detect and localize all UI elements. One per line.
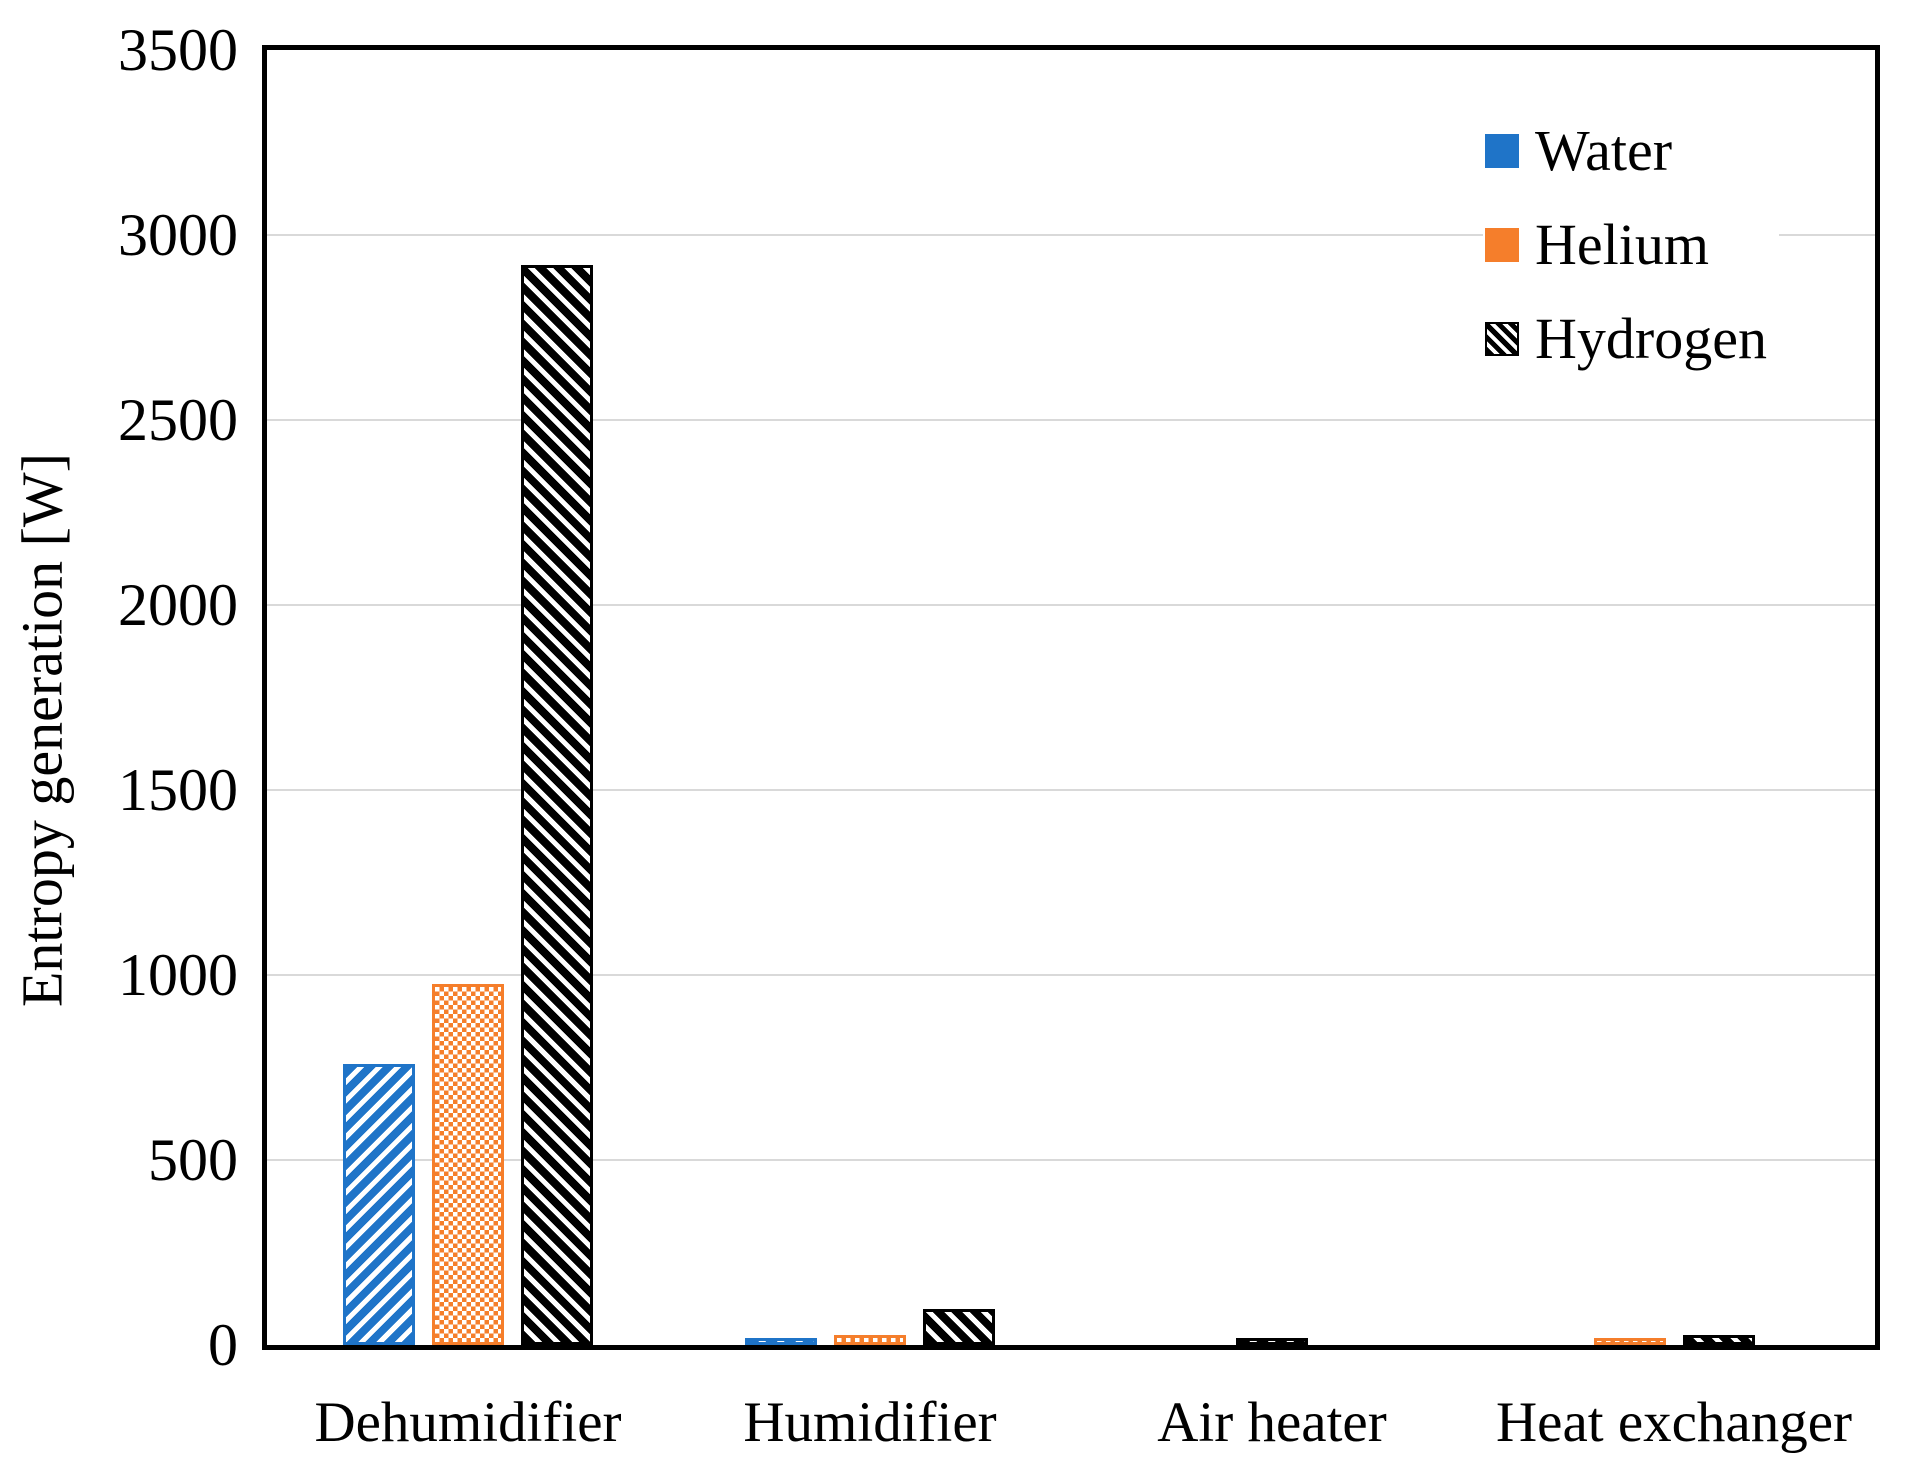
- bar-hydrogen: [1682, 1335, 1755, 1345]
- y-tick-label: 3000: [118, 202, 238, 268]
- category-group-humidifier: [669, 50, 1071, 1345]
- legend-item-helium: Helium: [1485, 216, 1767, 274]
- legend-label: Hydrogen: [1535, 306, 1767, 371]
- y-tick-label: 0: [208, 1312, 238, 1378]
- gridline: [267, 419, 1875, 421]
- legend-label: Helium: [1535, 212, 1709, 277]
- y-tick-label: 2500: [118, 387, 238, 453]
- x-axis-label: Heat exchanger: [1495, 1391, 1853, 1454]
- y-axis-title: Entropy generation [W]: [9, 452, 75, 1008]
- x-axis-label: Dehumidifier: [314, 1391, 622, 1454]
- bar-helium: [432, 984, 504, 1345]
- bar-water: [343, 1064, 415, 1345]
- legend-item-water: Water: [1485, 122, 1767, 180]
- category-group-heat-exchanger: [1473, 50, 1875, 1345]
- legend-swatch-icon: [1485, 228, 1519, 262]
- x-axis-label: Air heater: [1157, 1391, 1387, 1454]
- bar-hydrogen: [521, 265, 593, 1345]
- x-axis-label: Humidifier: [743, 1391, 997, 1454]
- gridline: [267, 604, 1875, 606]
- gridline: [267, 1159, 1875, 1161]
- bar-hydrogen: [1236, 1338, 1308, 1345]
- legend: Water Helium Hydrogen: [1483, 116, 1779, 404]
- y-tick-label: 1500: [118, 757, 238, 823]
- category-group-dehumidifier: [267, 50, 669, 1345]
- y-tick-label: 2000: [118, 572, 238, 638]
- legend-label: Water: [1535, 118, 1673, 183]
- bar-hydrogen: [923, 1309, 995, 1345]
- gridline: [267, 234, 1875, 236]
- bar-helium: [1593, 1338, 1666, 1345]
- y-tick-label: 1000: [118, 942, 238, 1008]
- bars-layer: [267, 50, 1875, 1345]
- category-group-air-heater: [1071, 50, 1473, 1345]
- legend-swatch-icon: [1485, 322, 1519, 356]
- legend-item-hydrogen: Hydrogen: [1485, 310, 1767, 368]
- legend-swatch-icon: [1485, 134, 1519, 168]
- bar-helium: [834, 1335, 906, 1345]
- y-tick-label: 500: [148, 1127, 238, 1193]
- bar-water: [745, 1338, 817, 1345]
- gridline: [267, 789, 1875, 791]
- y-tick-label: 3500: [118, 17, 238, 83]
- gridline: [267, 974, 1875, 976]
- plot-area: Water Helium Hydrogen: [262, 45, 1880, 1350]
